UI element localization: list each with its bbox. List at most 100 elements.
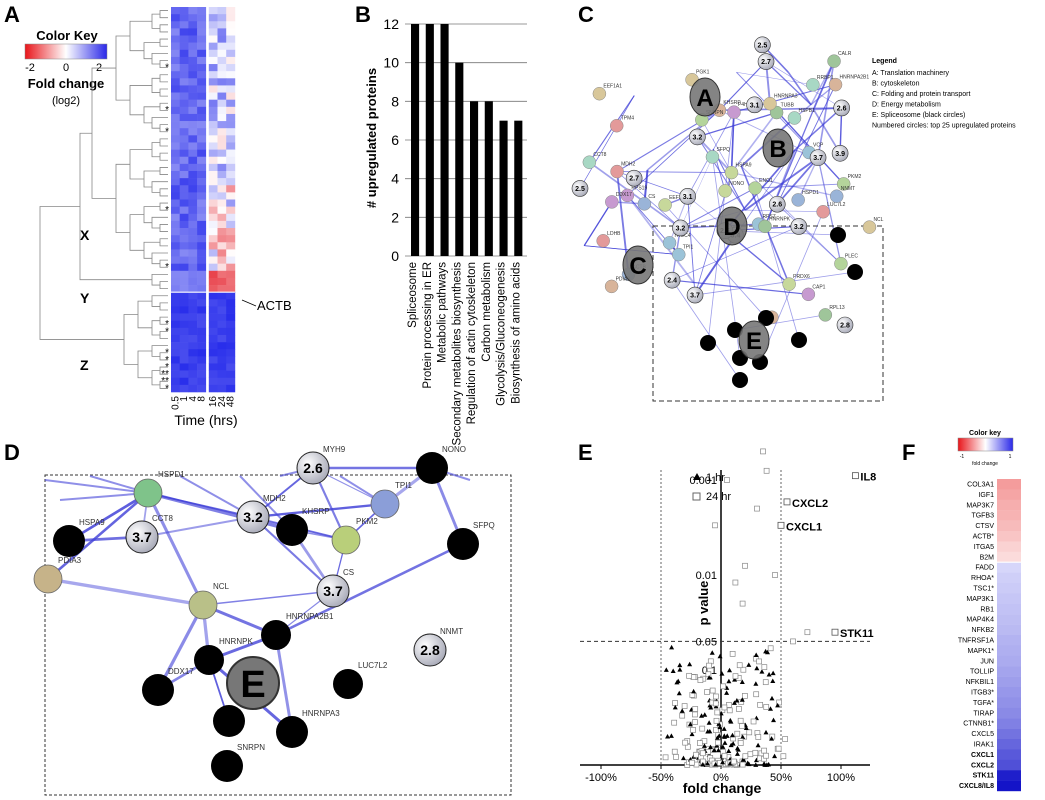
e-point-24hr [682, 739, 689, 746]
c-group-badge [716, 206, 748, 246]
heatmap-cell [171, 235, 180, 243]
heatmap-cell [188, 313, 198, 322]
actb-pointer [241, 299, 257, 307]
d-node-value: 3.7 [132, 529, 152, 545]
c-protein-node [596, 234, 610, 248]
e-legend-marker-1hr [693, 473, 701, 480]
c-node-value: 3.2 [794, 224, 804, 231]
heatmap-cell [208, 213, 218, 222]
e-point-24hr [755, 734, 762, 740]
f-heat-cell [997, 635, 1021, 646]
heatmap-cell [179, 242, 189, 250]
heatmap-cell [171, 256, 180, 264]
heatmap-cell [217, 106, 227, 115]
heatmap-cell [179, 78, 189, 86]
heatmap-cell [226, 235, 236, 243]
e-point-24hr [713, 693, 719, 700]
c-edge [765, 61, 842, 109]
heatmap-cell [217, 320, 227, 329]
c-group-badge [762, 128, 794, 168]
c-edge [787, 71, 812, 106]
c-protein-node [620, 188, 635, 203]
heatmap-cell [217, 256, 227, 264]
heatmap-cell [197, 285, 207, 293]
heatmap-cell [188, 170, 198, 179]
heatmap-cell [188, 249, 198, 257]
heatmap-cell [179, 163, 189, 172]
colorkey-title: Color Key [36, 28, 98, 43]
heatmap-cell [197, 235, 207, 243]
d-node-label: HNRNPA2B1 [286, 612, 334, 621]
c-numbered-node [831, 144, 849, 162]
heatmap-cell [197, 135, 207, 143]
heatmap-cell [197, 313, 207, 322]
b-category-label: Secondary metabolites biosynthesis [451, 262, 463, 446]
c-numbered-node [833, 99, 850, 117]
c-protein-node [816, 205, 830, 219]
c-numbered-node [757, 53, 775, 70]
f-heat-cell [997, 520, 1021, 532]
heatmap-cell [208, 320, 218, 329]
heatmap-cell [197, 35, 207, 43]
c-node-label: PLEC [845, 254, 858, 260]
d-spliceosome-node [447, 528, 479, 560]
e-point-24hr [713, 717, 720, 724]
e-point-24hr [732, 673, 739, 680]
b-category-label: Metabolic pathways [437, 262, 449, 363]
heatmap-cell [179, 213, 189, 222]
d-edge [252, 516, 334, 592]
heatmap-cell [188, 270, 198, 279]
heatmap-cell [208, 327, 218, 336]
heatmap-cell [188, 242, 198, 250]
f-heat-cell [997, 718, 1021, 729]
heatmap-cell [179, 121, 189, 129]
c-edge [626, 194, 695, 284]
heatmap-cell [188, 71, 198, 79]
e-point-1hr [739, 679, 745, 685]
heatmap-cell [226, 342, 236, 350]
c-node-label: NNMT [841, 186, 855, 192]
e-point-24hr [713, 727, 719, 733]
heatmap-cell [197, 306, 207, 314]
heatmap-cell [226, 320, 236, 329]
heatmap-cell [179, 35, 189, 43]
d-node-value: 2.6 [303, 460, 323, 476]
e-point-24hr [712, 700, 719, 707]
heatmap-cell [171, 342, 180, 350]
dendrogram-branch [115, 35, 130, 101]
f-gene-label: JUN [980, 658, 994, 665]
c-node-label: P4HB [738, 102, 752, 108]
e-point-1hr [672, 704, 678, 710]
heatmap-cell [179, 349, 189, 357]
heatmap-cell [188, 192, 198, 200]
heatmap-cell [171, 92, 180, 100]
heatmap-cell [217, 306, 227, 314]
panel-label-b: B [355, 2, 371, 27]
heatmap-cell [179, 178, 189, 186]
c-node-value: 3.9 [730, 328, 740, 335]
heatmap-cell [217, 384, 227, 393]
heatmap-cell [217, 113, 227, 122]
heatmap-cell [197, 92, 207, 100]
d-node-value: 2.8 [420, 642, 440, 658]
dendrogram-branch [159, 152, 168, 161]
heatmap-cell [188, 306, 198, 314]
heatmap-cell [217, 235, 227, 243]
f-heat-cell [997, 728, 1021, 740]
panel-c-network: RPL13RPS19RPS7EEF1A1PLECTPM4ACTBEEF2HSPB… [571, 36, 1016, 402]
e-point-24hr [736, 706, 742, 712]
heatmap-cell [171, 156, 180, 165]
heatmap-cell [226, 49, 236, 58]
significance-star: * [165, 205, 169, 216]
c-edge [794, 107, 843, 151]
e-point-24hr [776, 699, 782, 706]
d-spliceosome-node [276, 514, 308, 546]
e-point-1hr [734, 697, 740, 703]
heatmap-cell [188, 92, 198, 100]
heatmap-cell [217, 270, 227, 279]
heatmap-cell [217, 220, 227, 229]
f-gene-label: RHOA* [971, 575, 994, 582]
heatmap-cell [226, 42, 236, 51]
heatmap-cell [188, 370, 198, 379]
c-node-label: HNRNPA3 [774, 94, 798, 100]
